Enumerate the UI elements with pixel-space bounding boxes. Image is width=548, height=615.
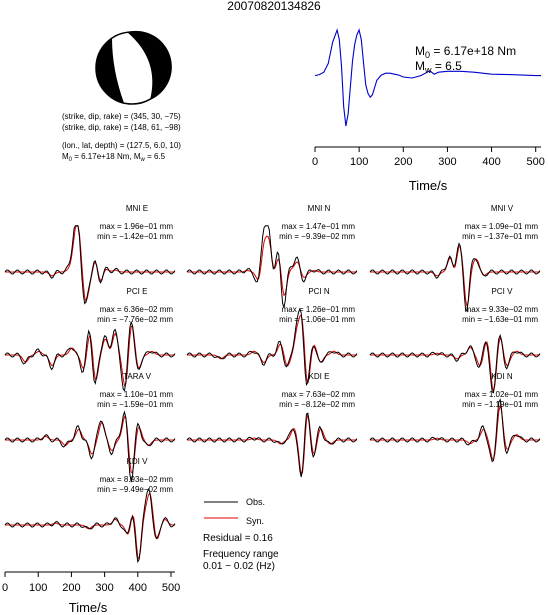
wave-x-tick-label: 400: [129, 582, 147, 594]
station-label: MNI E: [126, 204, 148, 213]
station-max: max = 9.33e−02 mm: [465, 305, 539, 314]
wave-x-tick-label: 100: [29, 582, 47, 594]
station-label: KDI V: [127, 457, 149, 466]
station-label: PCI E: [127, 287, 148, 296]
syn-trace: [370, 337, 540, 392]
wave-x-tick-label: 500: [162, 582, 180, 594]
wave-xlabel: Time/s: [69, 600, 108, 615]
station-label: PCI N: [308, 287, 330, 296]
obs-trace: [369, 398, 541, 463]
stf-plot: 0 100 200 300 400 500 Time/s M0 = 6.17e+18 Nm…: [312, 28, 545, 193]
obs-trace: [369, 242, 541, 313]
beachball: [95, 30, 172, 105]
stf-mw-text: Mw = 6.5: [415, 59, 462, 75]
obs-trace: [4, 225, 176, 305]
syn-trace: [370, 403, 540, 461]
obs-trace: [369, 333, 541, 394]
stf-line: [314, 28, 541, 127]
stf-x-tick-label: 100: [350, 156, 368, 168]
station-label: TARA V: [123, 372, 152, 381]
stf-x-tick-label: 500: [527, 156, 545, 168]
station-min: min = −9.39e−02 mm: [279, 232, 355, 241]
wave-x-ticks: 0 100 200 300 400 500: [2, 572, 180, 594]
station-max: max = 6.36e−02 mm: [100, 305, 174, 314]
station-label: KDI E: [309, 372, 330, 381]
station-label: PCI V: [492, 287, 514, 296]
stf-x-tick-label: 300: [438, 156, 456, 168]
station-min: min = −1.63e−01 mm: [462, 315, 538, 324]
station-label: MNI N: [308, 204, 331, 213]
event-title: 20070820134826: [227, 0, 321, 13]
obs-trace: [4, 487, 176, 564]
stf-xlabel: Time/s: [409, 178, 448, 193]
station-min: min = −1.19e−01 mm: [462, 400, 538, 409]
source-line-1: (strike, dip, rake) = (345, 30, −75): [62, 112, 181, 121]
station-max: max = 1.96e−01 mm: [100, 222, 174, 231]
source-line-3: (lon., lat, depth) = (127.5, 6.0, 10): [62, 141, 181, 150]
stf-x-ticks: 0 100 200 300 400 500: [312, 147, 545, 168]
residual-text: Residual = 0.16: [203, 533, 273, 544]
station-max: max = 8.93e−02 mm: [100, 475, 174, 484]
syn-trace: [5, 415, 175, 474]
freq-range-title: Frequency range: [203, 549, 279, 560]
stf-x-tick-label: 0: [312, 156, 318, 168]
beachball-compressional-west: [96, 38, 124, 103]
obs-trace: [4, 321, 176, 392]
obs-trace: [186, 225, 358, 308]
station-min: min = −1.59e−01 mm: [97, 400, 173, 409]
source-line-4: M0 = 6.17e+18 Nm, Mw = 6.5: [62, 152, 166, 163]
station-label: KDI N: [491, 372, 513, 381]
wave-x-tick-label: 200: [62, 582, 80, 594]
station-min: min = −1.37e−01 mm: [462, 232, 538, 241]
freq-range-value: 0.01 − 0.02 (Hz): [203, 561, 275, 572]
station-min: min = −1.06e−01 mm: [279, 315, 355, 324]
source-parameters: (strike, dip, rake) = (345, 30, −75) (st…: [62, 112, 181, 163]
source-line-2: (strike, dip, rake) = (148, 61, −98): [62, 123, 181, 132]
syn-trace: [370, 246, 540, 307]
obs-trace: [4, 410, 176, 483]
station-min: min = −8.12e−02 mm: [279, 400, 355, 409]
syn-trace: [187, 235, 357, 297]
station-max: max = 1.47e−01 mm: [282, 222, 356, 231]
station-min: min = −9.49e−02 mm: [97, 485, 173, 494]
stf-x-tick-label: 200: [394, 156, 412, 168]
station-max: max = 7.63e−02 mm: [282, 390, 356, 399]
obs-trace: [186, 307, 358, 387]
syn-trace: [5, 491, 175, 561]
wave-time-axis: 0 100 200 300 400 500 Time/s: [2, 571, 180, 615]
beachball-compressional-east: [127, 30, 172, 100]
stf-x-tick-label: 400: [482, 156, 500, 168]
wave-x-tick-label: 300: [95, 582, 113, 594]
wave-x-tick-label: 0: [2, 582, 8, 594]
station-min: min = −1.42e−01 mm: [97, 232, 173, 241]
station-min: min = −7.76e−02 mm: [97, 315, 173, 324]
syn-trace: [187, 314, 357, 384]
station-max: max = 1.10e−01 mm: [100, 390, 174, 399]
station-max: max = 1.09e−01 mm: [465, 222, 539, 231]
legend-syn-label: Syn.: [246, 516, 264, 526]
stf-m0-text: M0 = 6.17e+18 Nm: [415, 44, 516, 60]
obs-trace: [186, 412, 358, 478]
legend: Obs. Syn. Residual = 0.16 Frequency rang…: [203, 497, 279, 572]
station-label: MNI V: [491, 204, 514, 213]
station-max: max = 1.02e−01 mm: [465, 390, 539, 399]
station-max: max = 1.26e−01 mm: [282, 305, 356, 314]
legend-obs-label: Obs.: [246, 497, 265, 507]
